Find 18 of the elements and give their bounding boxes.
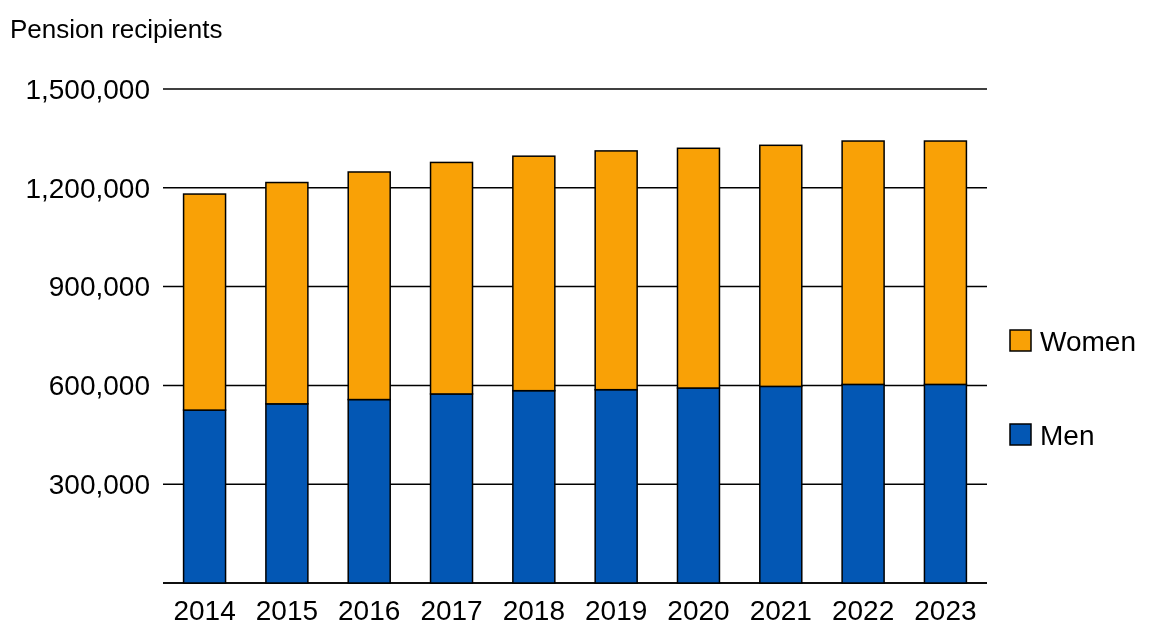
- x-tick-label: 2017: [420, 595, 483, 626]
- x-tick-label: 2015: [255, 595, 319, 626]
- x-tick-label: 2020: [667, 595, 730, 626]
- x-tick-label: 2021: [749, 595, 812, 626]
- x-tick-label: 2014: [173, 595, 236, 626]
- y-tick-label: 1,500,000: [25, 73, 150, 105]
- legend-label: Men: [1040, 419, 1095, 451]
- y-tick-label: 300,000: [48, 469, 150, 500]
- y-tick-label: 600,000: [48, 370, 150, 402]
- legend-label: Women: [1040, 325, 1136, 357]
- y-axis-title: Pension recipients: [10, 14, 223, 44]
- y-tick-label: 1,200,000: [25, 172, 150, 204]
- x-tick-label: 2016: [338, 595, 401, 626]
- x-tick-label: 2018: [502, 595, 565, 626]
- x-tick-label: 2019: [585, 595, 648, 626]
- x-tick-label: 2022: [831, 595, 895, 626]
- x-tick-label: 2023: [914, 595, 977, 626]
- y-tick-label: 900,000: [48, 271, 150, 303]
